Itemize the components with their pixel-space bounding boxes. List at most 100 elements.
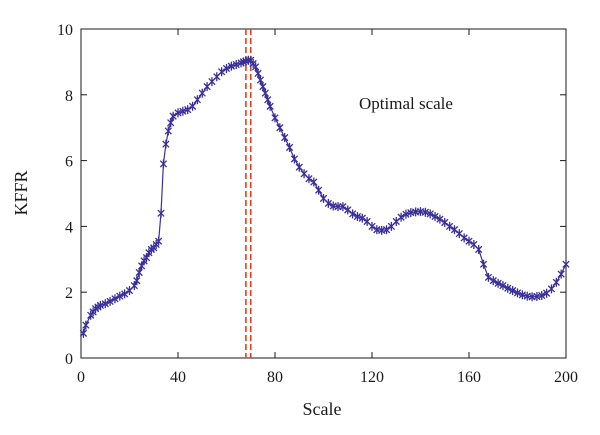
data-point-marker — [315, 185, 323, 195]
data-point-marker — [504, 283, 512, 293]
marker-stroke — [154, 237, 163, 245]
data-point-marker — [445, 221, 454, 231]
data-point-marker — [169, 111, 177, 121]
data-point-marker — [162, 139, 170, 149]
data-point-marker — [513, 288, 522, 298]
marker-stroke — [198, 89, 206, 97]
x-tick-labels: 0 40 80 120 160 200 — [77, 369, 578, 386]
marker-stroke — [460, 234, 468, 242]
marker-stroke — [324, 199, 332, 208]
marker-stroke — [475, 245, 483, 254]
marker-stroke — [509, 286, 517, 295]
data-point-marker — [310, 177, 318, 187]
data-point-marker — [547, 284, 556, 294]
data-point-marker — [154, 236, 163, 246]
data-point-marker — [96, 300, 105, 310]
marker-stroke — [157, 209, 165, 217]
data-point-marker — [358, 213, 366, 223]
marker-stroke — [271, 114, 279, 122]
data-point-marker — [106, 296, 114, 306]
data-point-marker — [101, 299, 109, 309]
data-point-marker — [324, 198, 332, 208]
data-point-marker — [116, 291, 124, 301]
marker-stroke — [259, 82, 267, 91]
marker-stroke — [499, 281, 507, 290]
data-point-marker — [465, 236, 473, 246]
x-tick-label: 80 — [267, 369, 283, 386]
marker-stroke — [179, 107, 187, 115]
data-point-marker — [133, 276, 141, 286]
optimal-scale-lines — [245, 29, 252, 358]
y-tick-label: 4 — [65, 219, 73, 236]
marker-stroke — [412, 208, 420, 216]
marker-stroke — [479, 260, 488, 268]
data-point-marker — [290, 154, 299, 164]
data-point-marker — [494, 278, 502, 288]
marker-stroke — [116, 292, 124, 300]
marker-stroke — [450, 226, 459, 234]
marker-stroke — [305, 175, 313, 183]
plot-frame — [80, 28, 567, 359]
marker-stroke — [256, 76, 265, 84]
data-point-marker — [184, 105, 192, 115]
data-point-marker — [157, 208, 165, 218]
marker-stroke — [193, 96, 202, 104]
data-point-marker — [198, 88, 206, 98]
marker-stroke — [465, 237, 473, 245]
data-point-marker — [382, 225, 391, 235]
x-axis-title: Scale — [303, 399, 342, 419]
data-point-marker — [426, 209, 434, 219]
marker-stroke — [276, 124, 284, 132]
data-point-marker — [353, 212, 362, 222]
optimal-scale-annotation: Optimal scale — [359, 94, 453, 113]
data-point-marker — [159, 159, 168, 169]
y-axis-title: KFFR — [11, 170, 31, 215]
data-point-marker — [552, 277, 560, 287]
marker-stroke — [111, 295, 119, 303]
data-point-marker — [276, 123, 284, 133]
marker-stroke — [339, 203, 347, 211]
marker-stroke — [533, 292, 541, 301]
marker-stroke — [484, 273, 493, 282]
data-point-marker — [509, 286, 517, 296]
y-tick-label: 10 — [57, 22, 73, 39]
data-point-marker — [499, 281, 507, 291]
marker-stroke — [162, 140, 170, 148]
kffr-series-markers — [79, 55, 570, 338]
data-point-marker — [402, 209, 410, 219]
x-tick-label: 160 — [457, 369, 481, 386]
marker-stroke — [402, 210, 410, 218]
marker-stroke — [562, 260, 570, 268]
data-point-marker — [222, 63, 231, 73]
data-point-marker — [271, 113, 279, 123]
data-point-marker — [295, 162, 303, 172]
data-point-marker — [557, 269, 565, 279]
marker-stroke — [281, 133, 289, 142]
marker-stroke — [159, 160, 168, 168]
marker-stroke — [470, 240, 478, 249]
data-point-marker — [436, 214, 444, 224]
marker-stroke — [319, 194, 328, 203]
marker-stroke — [489, 277, 497, 285]
data-point-marker — [218, 67, 226, 77]
data-point-marker — [188, 101, 197, 111]
marker-stroke — [232, 60, 240, 69]
marker-stroke — [436, 215, 444, 223]
marker-stroke — [504, 284, 512, 292]
marker-stroke — [101, 300, 109, 308]
marker-stroke — [441, 218, 449, 227]
y-tick-label: 6 — [65, 154, 73, 171]
marker-stroke — [290, 155, 299, 163]
data-point-marker — [368, 221, 376, 231]
marker-stroke — [184, 105, 192, 114]
marker-stroke — [421, 208, 429, 216]
data-point-marker — [179, 106, 187, 116]
marker-stroke — [358, 214, 366, 222]
marker-stroke — [251, 63, 260, 71]
data-point-marker — [164, 126, 172, 136]
marker-stroke — [106, 297, 114, 306]
y-tick-labels: 0 2 4 6 8 10 — [57, 22, 73, 368]
marker-stroke — [547, 285, 556, 293]
marker-stroke — [455, 229, 463, 238]
marker-stroke — [363, 217, 371, 226]
